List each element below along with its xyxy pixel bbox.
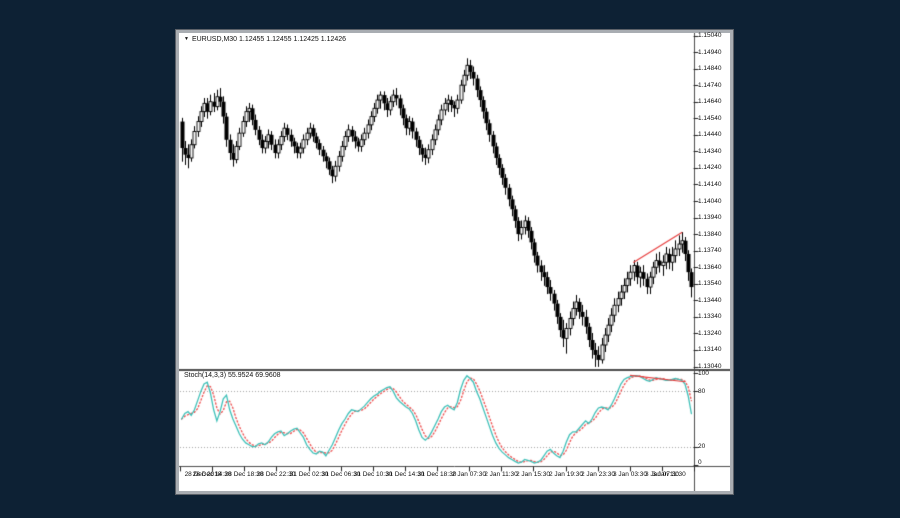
chart-symbol-title: ▼ EURUSD,M30 1.12455 1.12455 1.12425 1.12… [184, 36, 346, 43]
chart-window: ▼ EURUSD,M30 1.12455 1.12455 1.12425 1.12… [175, 29, 734, 495]
chart-canvas[interactable] [179, 33, 730, 491]
chart-title-text: EURUSD,M30 1.12455 1.12455 1.12425 1.124… [191, 36, 347, 43]
stoch-indicator-label: Stoch(14,3,3) 55.9524 69.9608 [184, 372, 281, 379]
symbol-dropdown-icon: ▼ [184, 36, 189, 42]
